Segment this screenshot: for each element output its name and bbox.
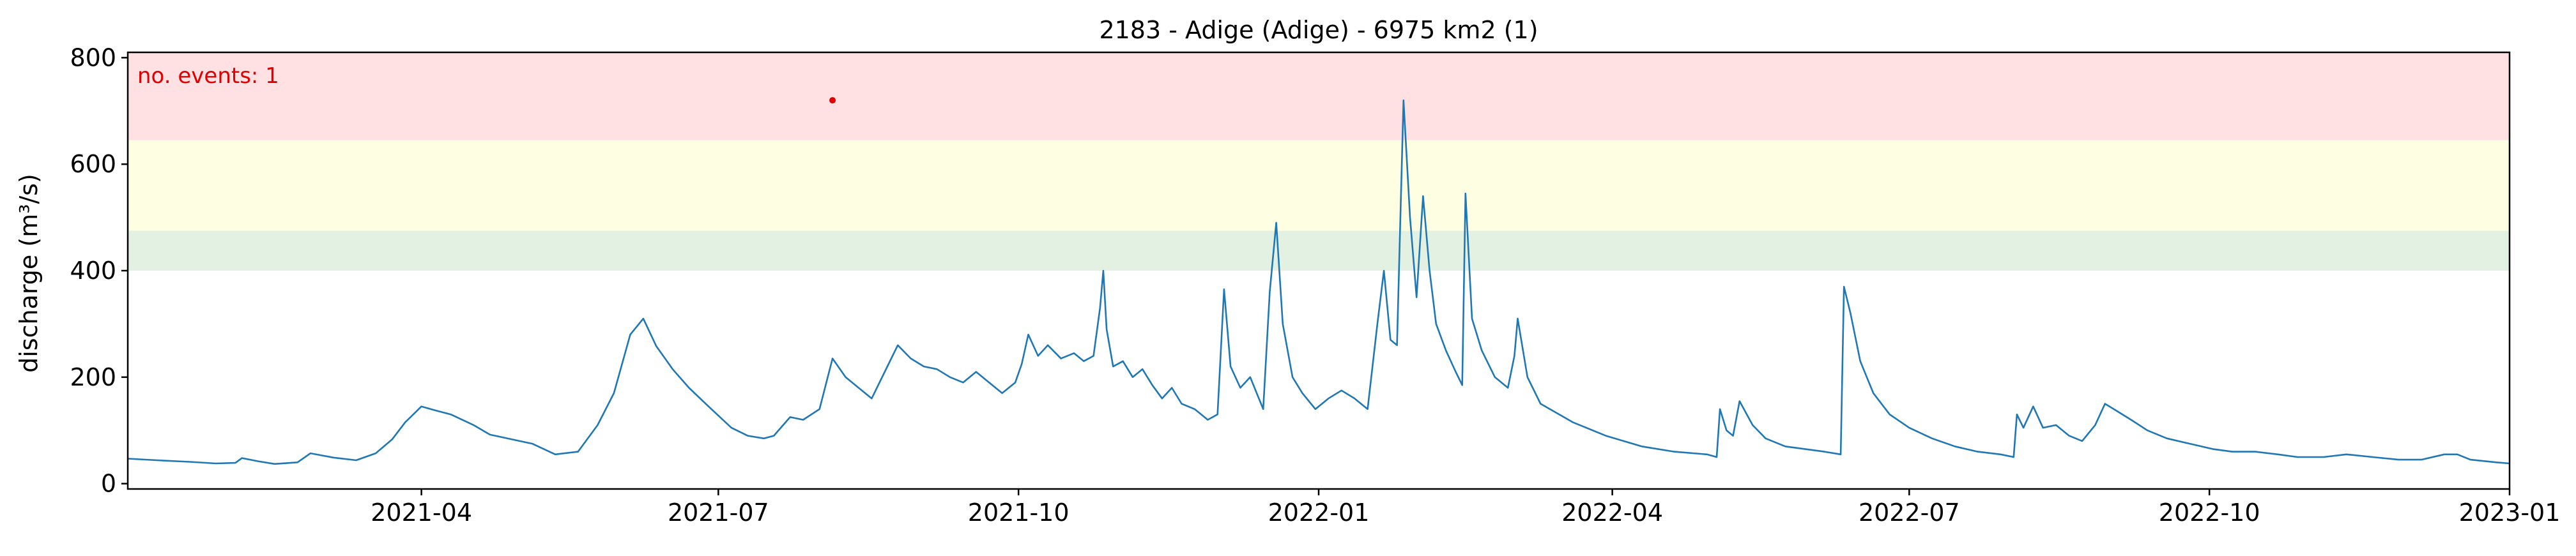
- threshold-band-2: [128, 52, 2510, 140]
- x-axis-ticks: 2021-04 2021-07 2021-10 2022-01 2022-04 2022-…: [371, 489, 2560, 527]
- series-line-0: [127, 99, 2510, 465]
- y-tick-label: 200: [70, 363, 116, 391]
- event-marker-0: [829, 97, 836, 104]
- x-tick-label: 2023-01: [2459, 499, 2561, 527]
- x-tick-label: 2021-07: [668, 499, 769, 527]
- x-tick-label: 2021-04: [371, 499, 472, 527]
- chart-title: 2183 - Adige (Adige) - 6975 km2 (1): [1099, 16, 1538, 44]
- x-tick-label: 2021-10: [968, 499, 1070, 527]
- y-axis-label: discharge (m³/s): [15, 174, 43, 373]
- y-tick-label: 600: [70, 150, 116, 178]
- x-tick-label: 2022-10: [2159, 499, 2260, 527]
- x-tick-label: 2022-01: [1268, 499, 1370, 527]
- threshold-band-1: [128, 140, 2510, 231]
- x-tick-label: 2022-07: [1859, 499, 1960, 527]
- y-axis-ticks: 0 200 400 600 800: [70, 43, 128, 498]
- threshold-band-0: [128, 230, 2510, 271]
- x-tick-label: 2022-04: [1561, 499, 1663, 527]
- y-tick-label: 800: [70, 43, 116, 71]
- y-tick-label: 400: [70, 257, 116, 285]
- series-layer: [127, 99, 2510, 465]
- events-layer: [829, 97, 836, 104]
- event-count-annotation: no. events: 1: [137, 63, 279, 89]
- y-tick-label: 0: [101, 470, 116, 498]
- threshold-bands: [128, 52, 2510, 271]
